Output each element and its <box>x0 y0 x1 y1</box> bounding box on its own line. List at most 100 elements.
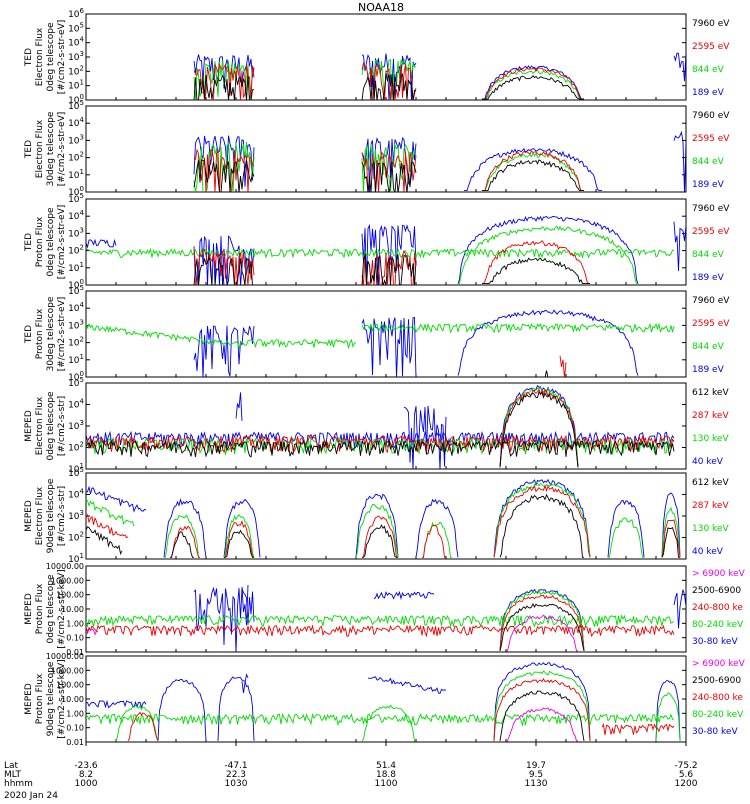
series-line-7960-ev <box>482 74 584 100</box>
time-tick-label: 1200 <box>675 779 698 789</box>
y-tick-label: 104 <box>68 116 84 129</box>
y-tick-label: 102 <box>68 64 84 77</box>
y-axis-label-line: Electron Flux <box>35 119 45 178</box>
series-line-2595-ev <box>193 248 255 285</box>
y-axis-label-line: [#/cm2-s-str-eV] <box>57 112 67 187</box>
y-axis-label: MEPEDProton Flux90deg telescope[#/cm2-s-… <box>24 659 67 738</box>
time-axis: LatMLThhmm-23.68.21000-47.122.3103051.41… <box>4 740 698 789</box>
y-axis-label-line: Electron Flux <box>35 27 45 86</box>
series-line-40-kev <box>86 485 147 513</box>
legend-entry: 189 eV <box>692 273 725 283</box>
y-axis-label-line: Proton Flux <box>35 673 45 724</box>
y-tick-label: 103 <box>68 50 84 63</box>
time-tick-label: 18.8 <box>376 770 396 780</box>
series-line-30-80-kev <box>193 586 255 652</box>
time-axis-row-label: Lat <box>4 761 19 771</box>
y-axis-label-line: [#/cm2-s-str-keV] <box>57 659 67 738</box>
y-tick-label: 1.00 <box>66 619 84 628</box>
series-line-612-kev <box>499 390 579 468</box>
y-tick-label: 100.00 <box>56 681 84 690</box>
series-line-287-kev <box>499 388 579 468</box>
y-axis-label-line: TED <box>24 325 34 344</box>
y-axis-label-line: 0deg telescope <box>46 207 56 277</box>
y-tick-label: 102 <box>68 531 84 544</box>
series-line-30-80-kev <box>86 699 147 709</box>
series-line-189-ev <box>361 136 417 192</box>
panel-frame <box>85 565 687 653</box>
legend-entry: 2595 eV <box>692 319 730 329</box>
series-line-612-kev <box>86 439 675 458</box>
series-line-844-ev <box>482 69 584 100</box>
series-line-30-80-kev <box>217 676 255 741</box>
y-axis-label-line: MEPED <box>24 593 34 625</box>
y-axis-label-line: Electron Flux <box>35 396 45 455</box>
series-line-40-kev <box>607 499 645 558</box>
series-group <box>86 215 686 285</box>
y-tick-label: 103 <box>68 226 84 239</box>
y-axis-label-line: [#/cm2-s-str-keV] <box>57 569 67 648</box>
series-line-2500-6900 <box>499 690 585 741</box>
series-line-612-kev <box>170 531 194 558</box>
legend-entry: 612 keV <box>692 388 729 398</box>
y-axis-label-line: 0deg telescope <box>46 391 56 461</box>
series-line-7960-ev <box>193 159 255 192</box>
series-line-189-ev <box>457 215 639 284</box>
series-line-30-80-kev <box>157 678 207 741</box>
series-line-7960-ev <box>193 256 253 285</box>
series-line-612-kev <box>86 526 123 556</box>
y-tick-label: 10.00 <box>61 605 84 614</box>
series-line-40-kev <box>403 405 447 469</box>
y-tick-label: 1.00 <box>66 709 84 718</box>
series-line-30-80-kev <box>499 588 585 651</box>
time-axis-row-label: hhmm <box>4 779 33 789</box>
series-line-612-kev <box>661 527 680 558</box>
series-line-130-kev <box>661 506 681 558</box>
series-line-7960-ev <box>361 254 417 285</box>
legend-entry: 2595 eV <box>692 134 730 144</box>
legend-entry: 844 eV <box>692 342 725 352</box>
y-axis-label-line: TED <box>24 140 34 159</box>
y-tick-label: 0.01 <box>66 738 84 747</box>
time-tick-label: 1130 <box>525 779 548 789</box>
legend-entry: 844 eV <box>692 157 725 167</box>
time-tick-label: -23.6 <box>74 761 98 771</box>
panel-7: 0.010.101.0010.00100.001000.0010000.00ME… <box>24 562 746 657</box>
series-line-80-240-kev <box>86 712 675 727</box>
series-group <box>86 309 675 377</box>
legend-entry: 287 keV <box>692 501 729 511</box>
series-line-130-kev <box>608 517 644 558</box>
series-line-40-kev <box>661 492 681 558</box>
series-group <box>86 662 681 742</box>
series-line-844-ev <box>241 338 357 350</box>
series-line-80-240-kev <box>655 692 681 741</box>
y-axis-label-line: 90deg telescope <box>46 661 56 736</box>
series-line-612-kev <box>224 529 254 558</box>
legend-entry: 189 eV <box>692 365 725 375</box>
time-tick-label: 19.7 <box>526 761 546 771</box>
y-axis-label-line: [#/cm2-s-str-eV] <box>57 205 67 280</box>
series-line--6900-kev <box>86 628 99 636</box>
time-tick-label: 51.4 <box>376 761 396 771</box>
legend-entry: > 6900 keV <box>692 569 746 579</box>
y-axis-label-line: [#/cm2-s-str] <box>57 396 67 456</box>
series-line-612-kev <box>499 493 584 558</box>
series-line-7960-ev <box>193 74 255 100</box>
series-line-189-ev <box>673 221 686 272</box>
series-line-30-80-kev <box>373 590 435 601</box>
series-line-130-kev <box>223 514 255 558</box>
series-group <box>86 478 681 558</box>
series-line-844-ev <box>458 225 638 285</box>
time-tick-label: 1000 <box>75 779 98 789</box>
y-tick-label: 104 <box>68 301 84 314</box>
series-line-287-kev <box>493 484 591 558</box>
time-tick-label: 5.6 <box>679 770 694 780</box>
y-axis-label-line: Proton Flux <box>35 583 45 634</box>
y-tick-label: 10000.00 <box>46 652 84 661</box>
legend-entry: 2595 eV <box>692 42 730 52</box>
series-group <box>193 51 686 100</box>
y-tick-label: 0.01 <box>66 648 84 657</box>
